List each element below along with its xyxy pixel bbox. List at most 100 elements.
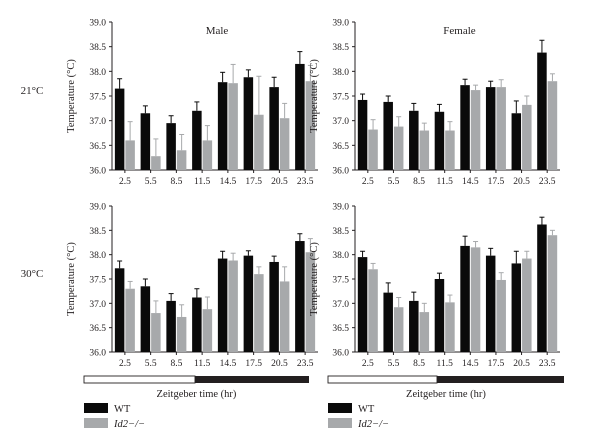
x-tick-label: 14.5 [220, 359, 237, 369]
wt-bar [383, 292, 393, 352]
wt-bar [460, 245, 470, 352]
wt-bar [537, 52, 547, 170]
id2-bar [125, 140, 135, 170]
y-tick-label: 37.5 [332, 93, 349, 103]
y-tick-label: 38.0 [332, 251, 349, 261]
light-phase [83, 375, 196, 384]
x-tick-label: 20.5 [513, 177, 530, 187]
x-tick-label: 17.5 [245, 359, 262, 369]
x-tick-label: 11.5 [437, 177, 454, 187]
legend-swatch [84, 403, 108, 413]
id2-bar [254, 274, 264, 352]
x-tick-label: 23.5 [539, 359, 556, 369]
id2-bar [228, 83, 238, 170]
wt-bar [409, 110, 419, 170]
id2-bar [368, 269, 378, 352]
id2-bar [419, 312, 430, 352]
y-tick-label: 36.5 [332, 324, 349, 334]
y-axis-label: Temperature (°C) [309, 242, 320, 316]
y-tick-label: 38.0 [332, 68, 349, 78]
x-tick-label: 5.5 [145, 177, 157, 187]
legend-label: Id2−/− [357, 419, 389, 430]
wt-bar [166, 123, 176, 170]
y-tick-label: 37.5 [332, 276, 349, 286]
wt-bar [140, 113, 151, 170]
id2-bar [176, 316, 187, 352]
wt-bar [114, 268, 125, 352]
x-tick-label: 8.5 [170, 177, 182, 187]
id2-bar [151, 313, 161, 352]
legend-swatch [328, 403, 352, 413]
panel-title: Male [206, 25, 229, 37]
id2-bar [547, 81, 558, 170]
y-tick-label: 38.5 [332, 43, 349, 53]
y-tick-label: 38.5 [89, 227, 106, 237]
y-tick-label: 36.0 [332, 167, 349, 177]
id2-bar [202, 140, 213, 170]
x-tick-label: 23.5 [539, 177, 556, 187]
y-tick-label: 39.0 [332, 203, 349, 213]
x-tick-label: 5.5 [145, 359, 157, 369]
x-tick-label: 17.5 [488, 359, 505, 369]
light-dark-bar-female: Zeitgeber time (hr) [327, 375, 564, 400]
wt-bar [243, 77, 254, 170]
y-tick-label: 38.5 [89, 43, 106, 53]
wt-bar [511, 113, 522, 170]
x-tick-label: 14.5 [462, 359, 479, 369]
x-tick-label: 23.5 [297, 359, 314, 369]
wt-bar [357, 99, 368, 170]
wt-bar [140, 286, 151, 352]
id2-bar [368, 129, 378, 170]
id2-bar [228, 260, 238, 352]
id2-bar [279, 118, 290, 170]
id2-bar [470, 90, 481, 170]
wt-bar [460, 85, 470, 170]
row-label: 30°C [21, 268, 44, 280]
id2-bar [496, 279, 506, 352]
y-tick-label: 37.5 [89, 93, 106, 103]
id2-bar [522, 258, 532, 352]
id2-bar [305, 252, 316, 352]
x-tick-label: 5.5 [388, 177, 400, 187]
x-tick-label: 11.5 [194, 359, 211, 369]
y-axis-label: Temperature (°C) [309, 59, 320, 133]
wt-bar [357, 257, 368, 352]
y-axis-label: Temperature (°C) [66, 242, 77, 316]
dark-phase [437, 376, 564, 383]
y-tick-label: 36.5 [332, 142, 349, 152]
legend-label: WT [114, 404, 131, 415]
chart-panel-female-30: 36.0 36.5 37.0 37.5 38.0 38.5 39.0 Temperature … [309, 203, 560, 369]
id2-bar [254, 114, 264, 170]
y-tick-label: 36.0 [89, 167, 106, 177]
wt-bar [485, 255, 496, 352]
x-tick-label: 14.5 [462, 177, 479, 187]
chart-panel-male-30: 36.0 36.5 37.0 37.5 38.0 38.5 39.0 Temperature … [21, 203, 318, 369]
legend-label: WT [358, 404, 375, 415]
wt-bar [269, 261, 279, 352]
wt-bar [383, 101, 393, 170]
row-label: 21°C [21, 85, 44, 97]
y-tick-label: 37.0 [332, 300, 349, 310]
id2-bar [279, 281, 290, 352]
x-tick-label: 11.5 [437, 359, 454, 369]
x-tick-label: 8.5 [413, 359, 425, 369]
x-tick-label: 11.5 [194, 177, 211, 187]
wt-bar [192, 297, 202, 352]
wt-bar [217, 258, 228, 352]
id2-bar [393, 307, 404, 352]
wt-bar [434, 279, 445, 352]
legend-swatch [328, 418, 352, 428]
id2-bar [125, 288, 135, 352]
wt-bar [243, 255, 254, 352]
x-tick-label: 5.5 [388, 359, 400, 369]
wt-bar [269, 87, 279, 170]
y-tick-label: 38.0 [89, 251, 106, 261]
id2-bar [419, 130, 430, 170]
y-tick-label: 37.5 [89, 276, 106, 286]
x-tick-label: 8.5 [170, 359, 182, 369]
legend-female: WT Id2−/− [328, 403, 389, 430]
panel-title: Female [443, 25, 475, 37]
wt-bar [295, 241, 305, 352]
id2-bar [470, 247, 481, 352]
